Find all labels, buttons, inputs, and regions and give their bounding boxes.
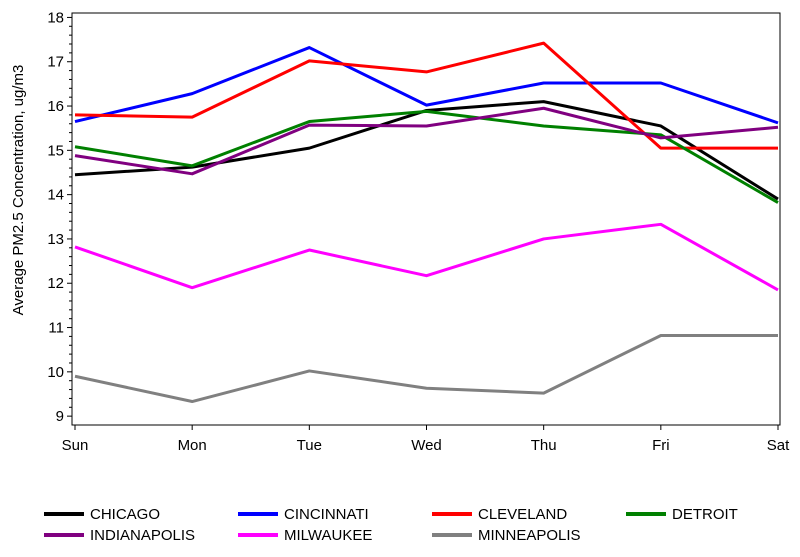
y-tick-label: 17 [47, 54, 64, 71]
x-tick-label: Wed [411, 437, 442, 454]
y-tick-label: 10 [47, 364, 64, 381]
series-line-cleveland [74, 41, 778, 150]
x-tick-label: Tue [297, 437, 322, 454]
legend-label-cincinnati: CINCINNATI [284, 506, 369, 523]
y-tick-label: 14 [47, 187, 64, 204]
plot-frame [71, 12, 781, 426]
legend-label-indianapolis: INDIANAPOLIS [90, 527, 195, 544]
series-line-indianapolis [74, 106, 779, 176]
series-line-detroit [74, 109, 779, 204]
y-tick-label: 9 [56, 408, 64, 425]
x-tick-label: Mon [178, 437, 207, 454]
y-tick-label: 16 [47, 98, 64, 115]
legend-label-milwaukee: MILWAUKEE [284, 527, 372, 544]
y-tick-label: 12 [47, 275, 64, 292]
y-tick-label: 13 [47, 231, 64, 248]
y-tick-label: 18 [47, 9, 64, 26]
y-axis-label: Average PM2.5 Concentration, ug/m3 [10, 65, 27, 316]
y-tick-label: 15 [47, 142, 64, 159]
x-axis: Sun Mon Tue Wed Thu Fri Sat [62, 425, 790, 454]
legend-label-cleveland: CLEVELAND [478, 506, 567, 523]
legend-label-chicago: CHICAGO [90, 506, 160, 523]
x-tick-label: Sat [767, 437, 790, 454]
series-line-milwaukee [74, 222, 779, 292]
legend: CHICAGO CINCINNATI CLEVELAND DETROIT INDIANA… [44, 506, 738, 544]
legend-label-minneapolis: MINNEAPOLIS [478, 527, 581, 544]
series-line-cincinnati [74, 46, 779, 125]
series-line-minneapolis [74, 334, 778, 404]
x-tick-label: Sun [62, 437, 89, 454]
legend-label-detroit: DETROIT [672, 506, 738, 523]
series-lines [74, 41, 779, 404]
y-tick-label: 11 [48, 320, 64, 337]
x-tick-label: Thu [531, 437, 557, 454]
y-axis: 9 10 11 12 13 14 15 16 17 18 [47, 9, 72, 425]
x-tick-label: Fri [652, 437, 670, 454]
